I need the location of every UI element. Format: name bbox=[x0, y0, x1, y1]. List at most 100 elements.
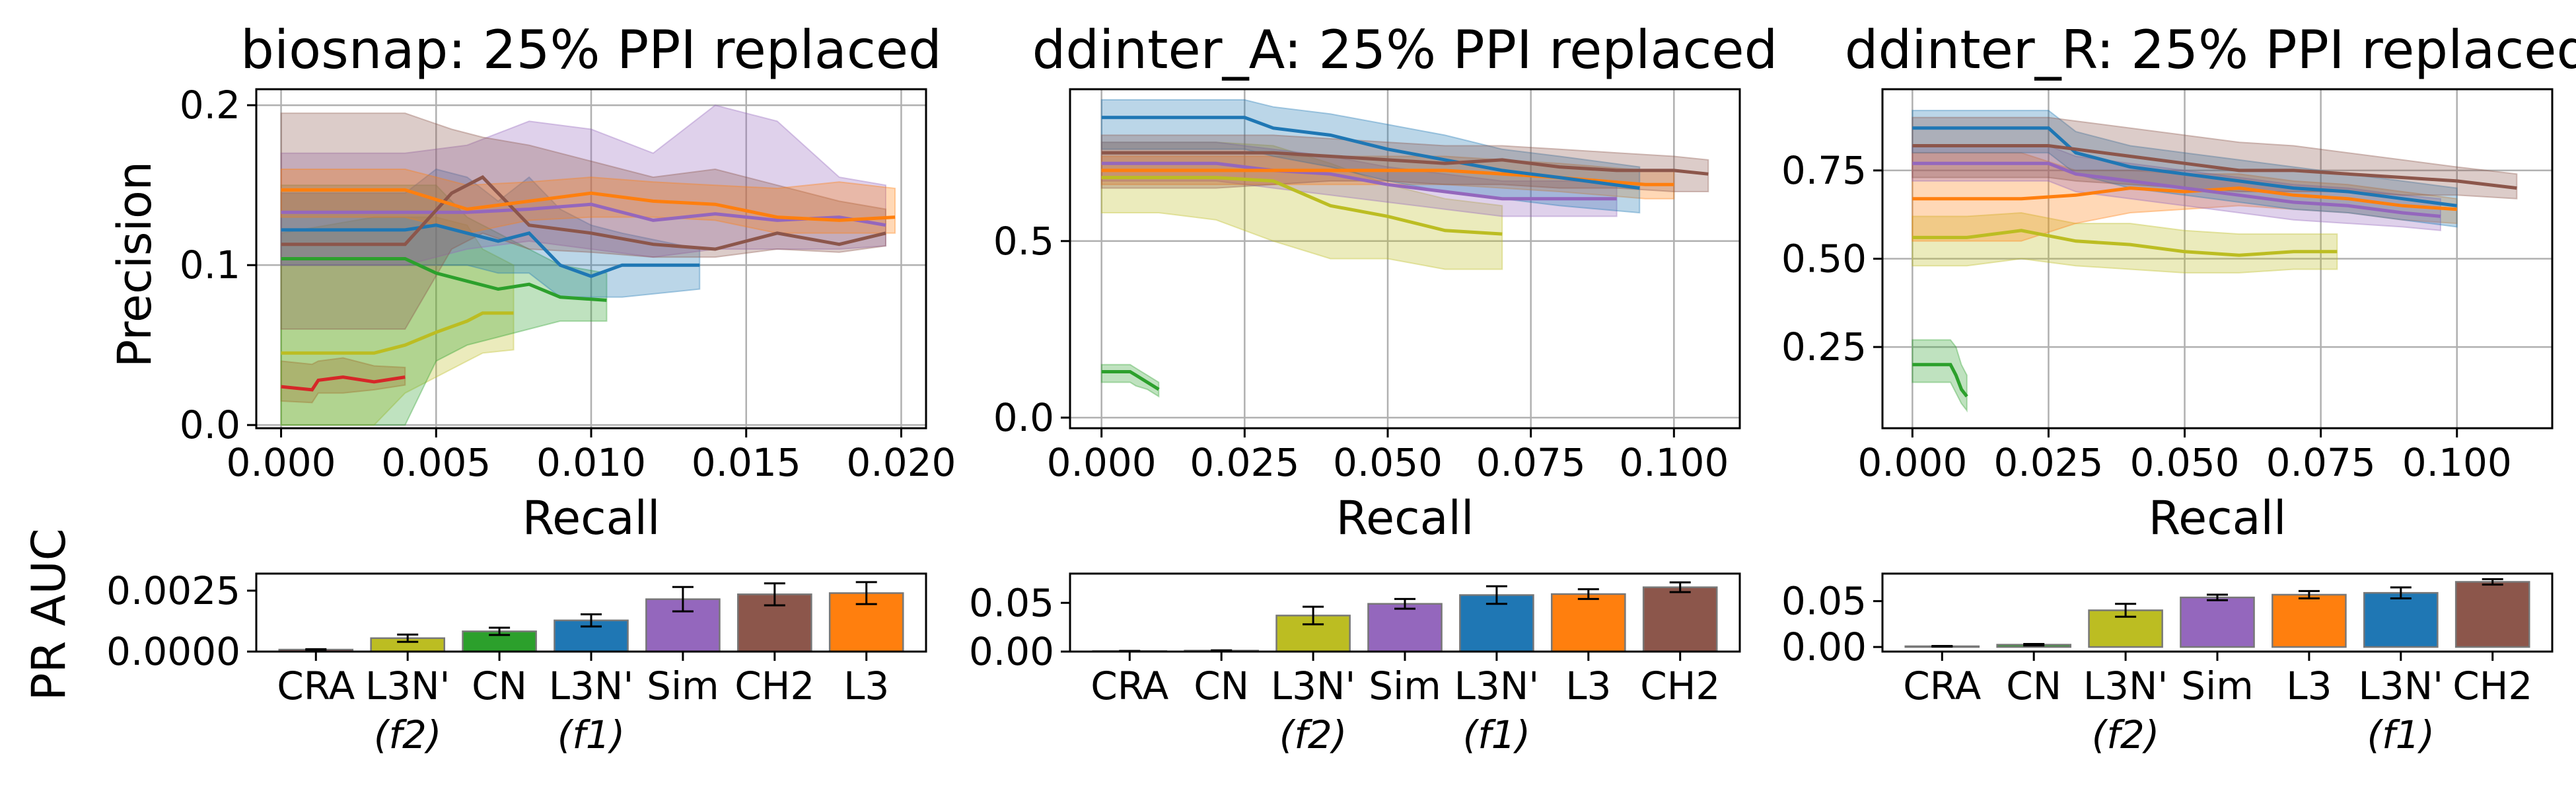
y-tick-label: 0.0 bbox=[180, 402, 240, 447]
plot-frame bbox=[1069, 88, 1741, 430]
plot-frame bbox=[1881, 572, 2554, 653]
y-tick-label: 0.1 bbox=[180, 243, 240, 287]
x-axis-label: Recall bbox=[2149, 491, 2287, 545]
category-sublabel: (f2) bbox=[374, 712, 442, 757]
series-line bbox=[1101, 116, 1640, 190]
category-sublabel: (f2) bbox=[2092, 712, 2160, 757]
x-tick-label: 0.050 bbox=[1333, 440, 1443, 485]
category-sublabel: (f2) bbox=[1279, 712, 1347, 757]
category-sublabel: (f1) bbox=[1463, 712, 1531, 757]
chart-title: ddinter_A: 25% PPI replaced bbox=[1032, 19, 1778, 81]
precision-axis-label: Precision bbox=[108, 161, 162, 367]
y-tick-label: 0.0 bbox=[993, 395, 1054, 440]
x-tick-label: 0.100 bbox=[1619, 440, 1729, 485]
y-tick-label: 0.00 bbox=[1781, 624, 1867, 669]
x-tick-label: 0.100 bbox=[2402, 440, 2512, 485]
category-sublabel: (f1) bbox=[557, 712, 626, 757]
chart-title: biosnap: 25% PPI replaced bbox=[240, 19, 942, 81]
series-line bbox=[1101, 176, 1503, 236]
bar bbox=[2454, 581, 2530, 648]
bar bbox=[1642, 586, 1718, 653]
category-label: CH2 bbox=[2452, 663, 2532, 708]
x-tick-label: 0.000 bbox=[1857, 440, 1967, 485]
x-tick-label: 0.005 bbox=[381, 440, 491, 485]
bar bbox=[1550, 593, 1626, 653]
category-label: L3 bbox=[843, 663, 889, 708]
x-tick-label: 0.010 bbox=[536, 440, 646, 485]
confidence-band bbox=[280, 112, 886, 330]
y-tick-label: 0.5 bbox=[993, 219, 1054, 264]
series-line bbox=[1101, 161, 1617, 201]
category-label: CN bbox=[2006, 663, 2061, 708]
series-line bbox=[1101, 169, 1674, 186]
plot-frame bbox=[255, 88, 927, 430]
category-label: Sim bbox=[1369, 663, 1441, 708]
confidence-band bbox=[280, 168, 701, 298]
series-line bbox=[281, 175, 886, 251]
confidence-band bbox=[1100, 141, 1503, 270]
plot-frame bbox=[255, 572, 927, 653]
y-tick-label: 0.0000 bbox=[106, 629, 240, 674]
x-tick-label: 0.020 bbox=[846, 440, 956, 485]
x-tick-label: 0.025 bbox=[1993, 440, 2103, 485]
confidence-band bbox=[1100, 99, 1641, 214]
y-tick-label: 0.50 bbox=[1781, 237, 1867, 282]
x-tick-label: 0.000 bbox=[1047, 440, 1157, 485]
x-tick-label: 0.075 bbox=[1476, 440, 1586, 485]
series-line bbox=[1912, 144, 2517, 190]
confidence-band bbox=[1912, 116, 2518, 200]
confidence-band bbox=[1100, 363, 1160, 398]
bar bbox=[2272, 593, 2347, 648]
x-tick-label: 0.000 bbox=[227, 440, 336, 485]
y-tick-label: 0.2 bbox=[180, 83, 240, 128]
bar bbox=[2180, 596, 2255, 648]
confidence-band bbox=[1912, 339, 1968, 413]
category-label: L3N' bbox=[2359, 663, 2444, 708]
confidence-band bbox=[1912, 152, 2458, 242]
category-label: Sim bbox=[2181, 663, 2253, 708]
chart-title: ddinter_R: 25% PPI replaced bbox=[1845, 19, 2576, 81]
x-axis-label: Recall bbox=[522, 491, 661, 545]
x-tick-label: 0.050 bbox=[2130, 440, 2240, 485]
series-line bbox=[1912, 161, 2441, 218]
y-tick-label: 0.25 bbox=[1781, 324, 1867, 369]
y-tick-label: 0.0025 bbox=[106, 568, 240, 613]
category-label: L3N' bbox=[549, 663, 634, 708]
category-label: CRA bbox=[277, 663, 355, 708]
series-line bbox=[1912, 126, 2458, 208]
category-label: CH2 bbox=[734, 663, 814, 708]
y-tick-label: 0.00 bbox=[969, 629, 1054, 674]
category-label: CRA bbox=[1903, 663, 1981, 708]
series-line bbox=[281, 188, 896, 222]
series-line bbox=[1912, 229, 2338, 257]
x-tick-label: 0.015 bbox=[692, 440, 801, 485]
chart-panels: biosnap: 25% PPI replaced 0.000 0.005 0.010… bbox=[106, 19, 2576, 757]
category-label: L3N' bbox=[365, 663, 450, 708]
series-line bbox=[281, 311, 514, 355]
category-label: CRA bbox=[1091, 663, 1168, 708]
category-label: Sim bbox=[647, 663, 719, 708]
category-label: CN bbox=[1194, 663, 1249, 708]
x-tick-label: 0.075 bbox=[2266, 440, 2376, 485]
category-sublabel: (f1) bbox=[2367, 712, 2435, 757]
category-label: CH2 bbox=[1640, 663, 1720, 708]
y-tick-label: 0.05 bbox=[1781, 579, 1867, 624]
category-label: L3N' bbox=[2083, 663, 2168, 708]
pr-auc-axis-label: PR AUC bbox=[22, 528, 76, 700]
bar bbox=[2363, 591, 2439, 648]
bar bbox=[1367, 603, 1443, 653]
x-tick-label: 0.025 bbox=[1190, 440, 1299, 485]
confidence-band bbox=[280, 216, 515, 426]
x-axis-label: Recall bbox=[1336, 491, 1474, 545]
series-line bbox=[1101, 370, 1160, 391]
series-line bbox=[1912, 186, 2457, 211]
plot-frame bbox=[1069, 572, 1741, 653]
series-line bbox=[281, 257, 607, 302]
category-label: L3 bbox=[2286, 663, 2332, 708]
category-label: L3N' bbox=[1271, 663, 1356, 708]
y-tick-label: 0.75 bbox=[1781, 148, 1867, 193]
series-line bbox=[1912, 363, 1968, 398]
category-label: CN bbox=[472, 663, 527, 708]
category-label: L3N' bbox=[1454, 663, 1540, 708]
